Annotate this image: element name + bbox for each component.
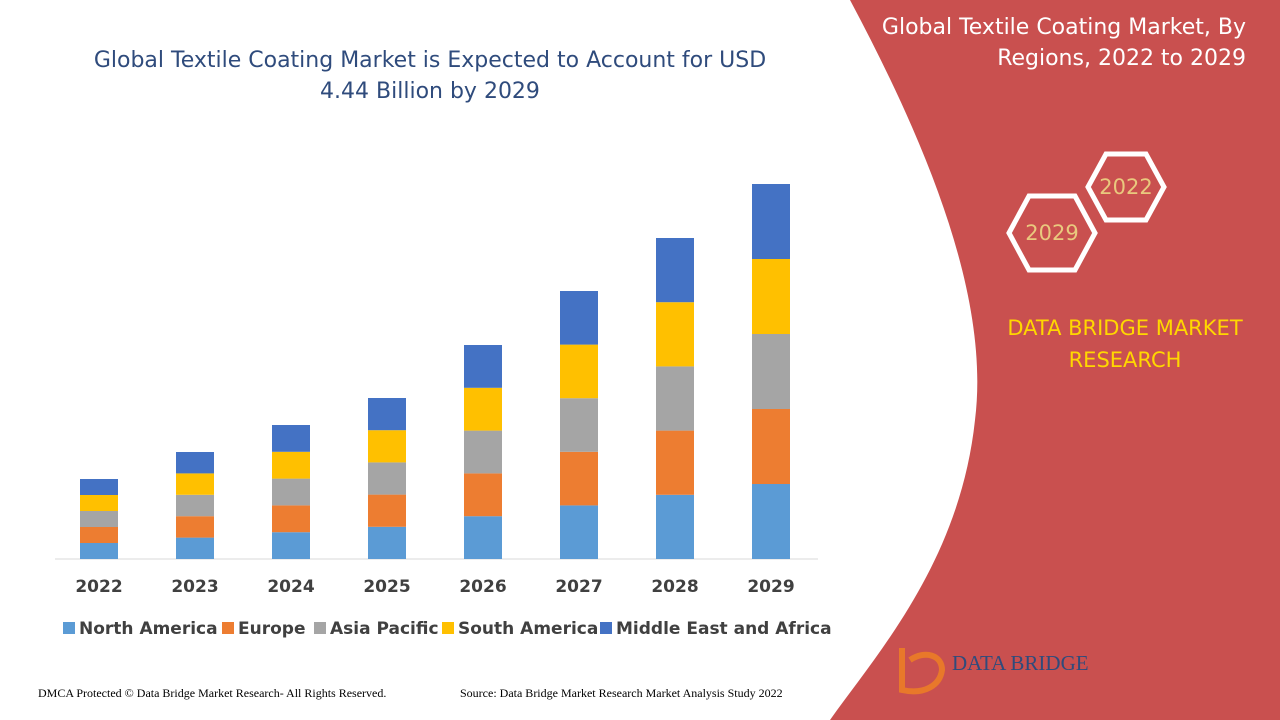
bar-segment — [464, 387, 502, 431]
legend-label: Europe — [238, 619, 305, 639]
legend-label: Asia Pacific — [330, 619, 439, 639]
side-title: Global Textile Coating Market, By Region… — [881, 15, 1246, 71]
bar-segment — [656, 430, 694, 495]
x-tick-label: 2023 — [171, 577, 218, 597]
hex-label: 2022 — [1099, 175, 1152, 199]
source: Source: Data Bridge Market Research Mark… — [460, 686, 783, 700]
legend-swatch — [442, 622, 454, 634]
bar-segment — [560, 451, 598, 506]
bar-segment — [464, 473, 502, 517]
brand: DATA BRIDGE MARKET RESEARCH — [1007, 316, 1243, 372]
chart-title: Global Textile Coating Market is Expecte… — [93, 48, 767, 104]
bar-segment — [272, 425, 310, 452]
bar-segment — [272, 451, 310, 479]
bar-segment — [176, 516, 214, 538]
legend-label: South America — [458, 619, 598, 639]
bar-segment — [560, 344, 598, 399]
x-tick-label: 2027 — [555, 577, 602, 597]
bar-segment — [656, 238, 694, 303]
logo-text: DATA BRIDGE — [952, 651, 1089, 675]
bar-segment — [752, 259, 790, 334]
bar-segment — [368, 526, 406, 559]
bar-segment — [560, 291, 598, 345]
bar-segment — [656, 302, 694, 367]
bar-segment — [464, 430, 502, 474]
bar-segment — [80, 495, 118, 511]
bar-segment — [464, 516, 502, 559]
x-tick-label: 2026 — [459, 577, 506, 597]
copyright: DMCA Protected © Data Bridge Market Rese… — [38, 686, 387, 700]
bar-segment — [272, 532, 310, 559]
x-tick-label: 2022 — [75, 577, 122, 597]
side-panel-bg — [830, 0, 1280, 720]
bar-segment — [80, 479, 118, 495]
logo-icon — [899, 648, 946, 695]
bar-segment — [752, 409, 790, 484]
bar-segment — [656, 366, 694, 431]
bar-segment — [368, 398, 406, 431]
hexagon — [1006, 193, 1098, 273]
bar-segment — [752, 184, 790, 259]
x-tick-label: 2029 — [747, 577, 794, 597]
bar-segment — [80, 543, 118, 559]
legend-swatch — [600, 622, 612, 634]
legend-swatch — [222, 622, 234, 634]
bar-segment — [752, 334, 790, 409]
bar-segment — [368, 494, 406, 527]
bar-segment — [368, 430, 406, 463]
bar-segment — [80, 527, 118, 543]
hexagon — [1085, 151, 1167, 223]
bar-segment — [464, 345, 502, 388]
bar-segment — [752, 484, 790, 559]
legend-swatch — [314, 622, 326, 634]
bar-segment — [656, 494, 694, 559]
legend-label: Middle East and Africa — [616, 619, 832, 639]
bar-segment — [80, 511, 118, 527]
bar-segment — [176, 537, 214, 559]
legend-swatch — [63, 622, 75, 634]
bar-segment — [176, 452, 214, 474]
x-tick-label: 2025 — [363, 577, 410, 597]
x-tick-label: 2024 — [267, 577, 314, 597]
bar-segment — [272, 505, 310, 533]
legend-label: North America — [79, 619, 218, 639]
x-tick-label: 2028 — [651, 577, 698, 597]
hex-label: 2029 — [1025, 221, 1078, 245]
bar-segment — [272, 478, 310, 506]
bar-segment — [176, 473, 214, 495]
bar-segment — [560, 505, 598, 559]
bar-segment — [368, 462, 406, 495]
bar-segment — [560, 398, 598, 452]
bar-segment — [176, 494, 214, 517]
